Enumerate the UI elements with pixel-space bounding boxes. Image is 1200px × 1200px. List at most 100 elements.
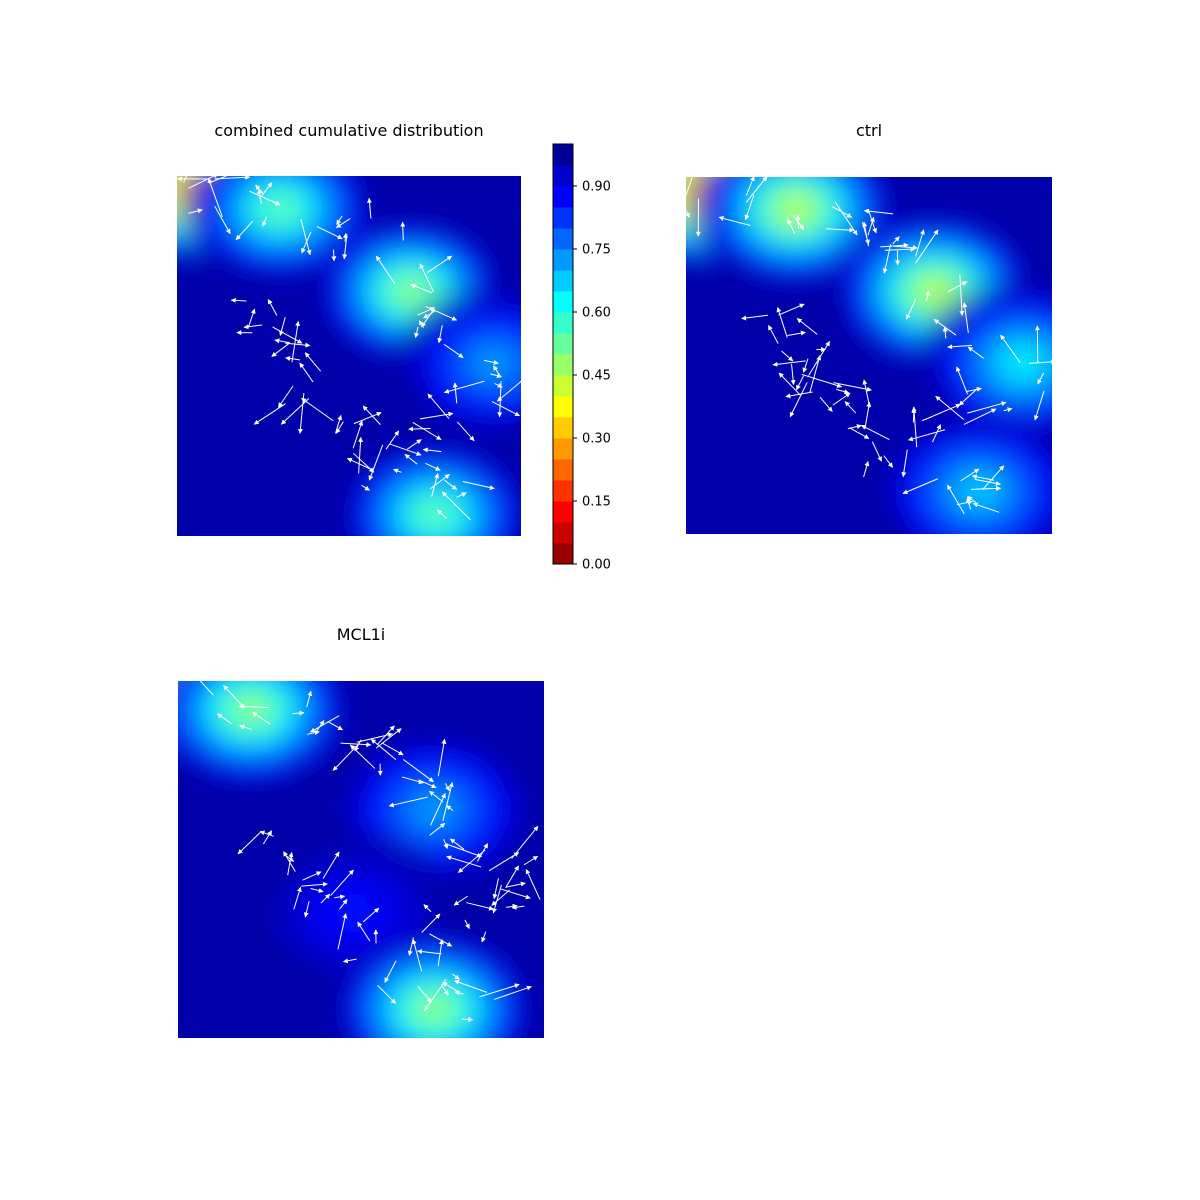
velocity-arrow [429,822,446,836]
velocity-arrow [277,385,294,408]
velocity-arrow [967,346,984,359]
velocity-arrow [844,401,857,414]
velocity-arrow [297,392,305,434]
velocity-arrow [249,190,281,206]
velocity-arrow [965,386,982,393]
velocity-arrow [377,984,397,1004]
colorbar-segment [553,312,573,334]
velocity-arrow [436,509,447,519]
velocity-arrow [915,229,939,264]
colorbar-segment [553,375,573,397]
velocity-arrow [425,462,441,471]
velocity-arrow [967,401,1007,414]
velocity-arrow [303,901,310,918]
velocity-arrow [214,206,231,235]
velocity-arrow [932,424,941,443]
velocity-arrow [272,326,303,344]
velocity-arrow [809,355,822,394]
velocity-arrow [367,197,372,219]
velocity-arrow [217,713,232,725]
velocity-arrow [461,1016,474,1022]
density-contour [424,1001,445,1018]
velocity-arrow [252,712,271,725]
panel-title-ctrl: ctrl [856,121,882,140]
density-contour [401,283,421,299]
colorbar-segment [553,459,573,481]
colorbar-segment [553,333,573,355]
velocity-arrow [445,843,483,858]
colorbar-segment [553,522,573,544]
velocity-arrow [238,703,269,709]
velocity-arrow [686,209,690,218]
velocity-arrow [285,356,300,361]
velocity-arrow [271,343,290,357]
velocity-arrow [267,298,278,316]
velocity-arrow [442,982,459,992]
velocity-arrow [902,478,939,495]
velocity-arrow [946,484,965,515]
velocity-arrow [832,392,851,406]
velocity-arrow [1000,334,1021,363]
velocity-arrow [352,420,364,449]
velocity-arrow [1037,372,1045,385]
velocity-arrow [262,216,268,227]
velocity-arrow [452,973,460,980]
velocity-arrow [444,783,450,792]
velocity-arrow [331,249,337,262]
colorbar-segment [553,354,573,376]
velocity-arrow [862,221,869,247]
velocity-arrow [960,468,980,482]
velocity-arrow [427,393,450,419]
colorbar-tick-label: 0.15 [582,495,611,510]
velocity-arrow [781,350,794,362]
velocity-arrow [370,738,397,761]
velocity-arrow [320,893,331,904]
velocity-arrow [880,242,909,248]
velocity-arrow [430,473,451,490]
colorbar-segment [553,438,573,460]
velocity-arrow [907,429,946,442]
velocity-arrow [871,441,882,462]
velocity-arrow [864,401,872,430]
velocity-arrow [424,979,447,1011]
velocity-arrow [882,244,892,274]
density-contour [484,355,503,371]
velocity-arrow [1003,407,1013,413]
velocity-arrow [744,194,755,221]
velocity-arrow [863,460,870,478]
velocity-arrow [335,421,344,434]
velocity-arrow [375,255,396,285]
velocity-arrow [408,426,431,432]
velocity-arrow [183,176,187,183]
velocity-arrow [959,274,965,317]
velocity-arrow [796,318,818,335]
velocity-arrow [778,372,801,396]
velocity-arrow [718,216,751,227]
velocity-arrow [942,326,948,339]
colorbar-segment [553,144,573,166]
velocity-arrow [388,796,428,808]
velocity-arrow [454,990,464,996]
velocity-arrow [476,843,489,862]
velocity-arrow [375,728,402,749]
colorbar-segment [553,270,573,292]
velocity-arrow [443,380,485,394]
panel-title-combined: combined cumulative distribution [214,121,483,140]
velocity-arrow [915,229,925,257]
velocity-arrow [262,830,273,845]
velocity-arrow [431,473,440,497]
velocity-arrow [306,690,313,708]
velocity-arrow [492,878,499,900]
velocity-arrow [406,439,422,450]
velocity-arrow [301,881,328,887]
velocity-arrow [491,889,511,906]
velocity-arrow [239,724,252,730]
velocity-arrow [966,497,972,510]
velocity-arrow [230,297,247,303]
velocity-arrow [505,865,520,889]
velocity-arrow [446,855,482,868]
velocity-arrow [274,338,291,344]
velocity-arrow [368,444,384,481]
velocity-arrow [778,303,805,316]
velocity-arrow [496,380,521,402]
